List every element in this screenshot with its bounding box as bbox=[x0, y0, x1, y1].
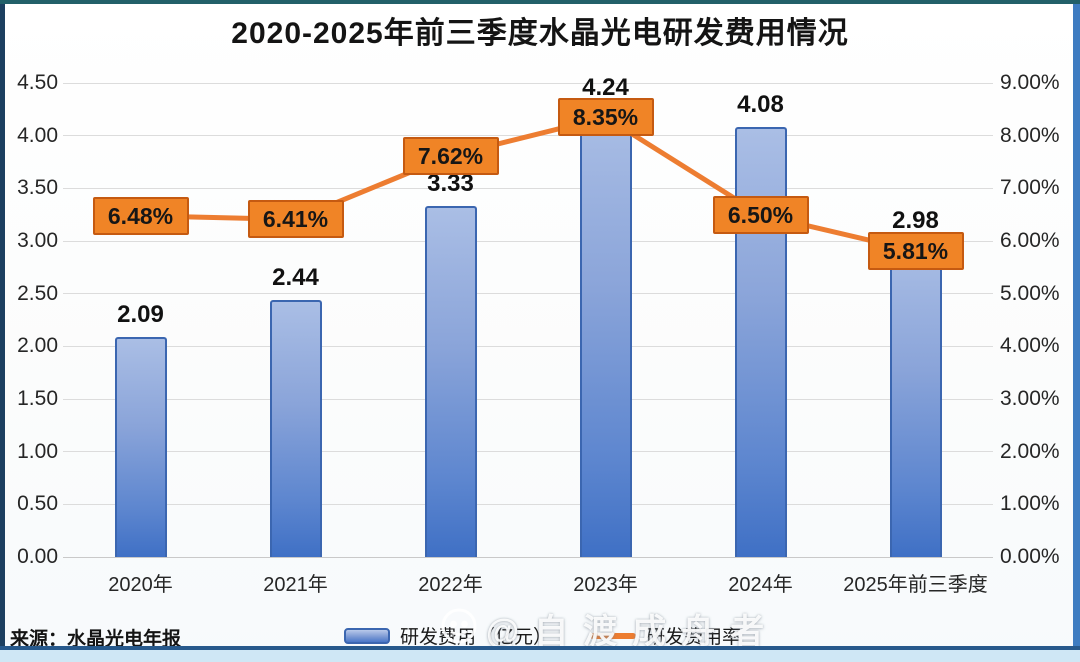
gridline bbox=[63, 556, 993, 558]
frame-right-border bbox=[1073, 4, 1080, 650]
legend-bar-label: 研发费用（亿元） bbox=[400, 627, 553, 648]
chart-title: 2020-2025年前三季度水晶光电研发费用情况 bbox=[231, 17, 849, 50]
line-value-label: 6.48% bbox=[92, 196, 189, 235]
line-value-label: 6.41% bbox=[247, 200, 344, 239]
y-axis-right-tick: 2.00% bbox=[1000, 439, 1060, 463]
frame-top-border bbox=[0, 0, 1080, 4]
gridline bbox=[63, 82, 993, 84]
legend-bar-swatch-icon bbox=[344, 627, 390, 644]
y-axis-left-tick: 2.50 bbox=[17, 281, 58, 305]
y-axis-left-tick: 4.00 bbox=[17, 123, 58, 147]
bar bbox=[424, 206, 477, 557]
y-axis-right-tick: 0.00% bbox=[1000, 545, 1060, 568]
y-axis-left-tick: 2.00 bbox=[17, 334, 58, 358]
gridline bbox=[63, 240, 993, 242]
y-axis-right-tick: 7.00% bbox=[1000, 176, 1060, 200]
gridline bbox=[63, 503, 993, 505]
bar-value-label: 3.33 bbox=[427, 170, 474, 198]
y-axis-left-tick: 3.00 bbox=[17, 229, 58, 252]
x-axis-label: 2022年 bbox=[418, 574, 483, 596]
chart-legend: 研发费用（亿元） 研发费用率 bbox=[344, 622, 741, 649]
bar bbox=[269, 299, 322, 557]
bar bbox=[114, 336, 167, 557]
y-axis-right-tick: 9.00% bbox=[1000, 71, 1060, 94]
x-axis-label: 2021年 bbox=[263, 574, 328, 596]
frame-bottom-strip bbox=[0, 650, 1080, 662]
y-axis-left-tick: 1.50 bbox=[17, 387, 58, 410]
y-axis-right-tick: 3.00% bbox=[1000, 387, 1060, 410]
gridline bbox=[63, 398, 993, 400]
y-axis-left-tick: 3.50 bbox=[17, 176, 58, 200]
line-value-label: 7.62% bbox=[402, 136, 499, 175]
y-axis-right-tick: 4.00% bbox=[1000, 334, 1060, 358]
legend-line-swatch-icon bbox=[590, 632, 637, 639]
bar-value-label: 4.24 bbox=[582, 74, 629, 102]
source-note: 来源：水晶光电年报 bbox=[10, 629, 182, 650]
line-value-label: 6.50% bbox=[712, 195, 809, 234]
y-axis-right-tick: 6.00% bbox=[1000, 229, 1060, 252]
bar-value-label: 2.98 bbox=[892, 207, 939, 235]
x-axis-label: 2025年前三季度 bbox=[843, 574, 988, 596]
frame-left-border bbox=[0, 4, 5, 650]
y-axis-right-tick: 5.00% bbox=[1000, 281, 1060, 305]
y-axis-left-tick: 0.50 bbox=[17, 492, 58, 516]
x-axis-label: 2024年 bbox=[728, 574, 793, 596]
gridline bbox=[63, 293, 993, 295]
gridline bbox=[63, 345, 993, 347]
line-value-label: 5.81% bbox=[867, 232, 964, 270]
bar-value-label: 4.08 bbox=[737, 91, 784, 119]
frame-bottom-border bbox=[0, 646, 1080, 650]
y-axis-right-tick: 8.00% bbox=[1000, 123, 1060, 147]
x-axis-label: 2020年 bbox=[108, 574, 173, 596]
x-axis-label: 2023年 bbox=[573, 574, 638, 596]
bar-value-label: 2.09 bbox=[117, 300, 164, 328]
bar bbox=[889, 243, 942, 557]
gridline bbox=[63, 187, 993, 189]
line-value-label: 8.35% bbox=[557, 98, 654, 137]
gridline bbox=[63, 451, 993, 453]
bar bbox=[579, 110, 632, 557]
y-axis-left-tick: 1.00 bbox=[17, 439, 58, 463]
bar-value-label: 2.44 bbox=[272, 263, 319, 291]
y-axis-right-tick: 1.00% bbox=[1000, 492, 1060, 516]
y-axis-left-tick: 0.00 bbox=[17, 545, 58, 568]
y-axis-left-tick: 4.50 bbox=[17, 71, 58, 94]
legend-line-label: 研发费用率 bbox=[646, 627, 742, 648]
